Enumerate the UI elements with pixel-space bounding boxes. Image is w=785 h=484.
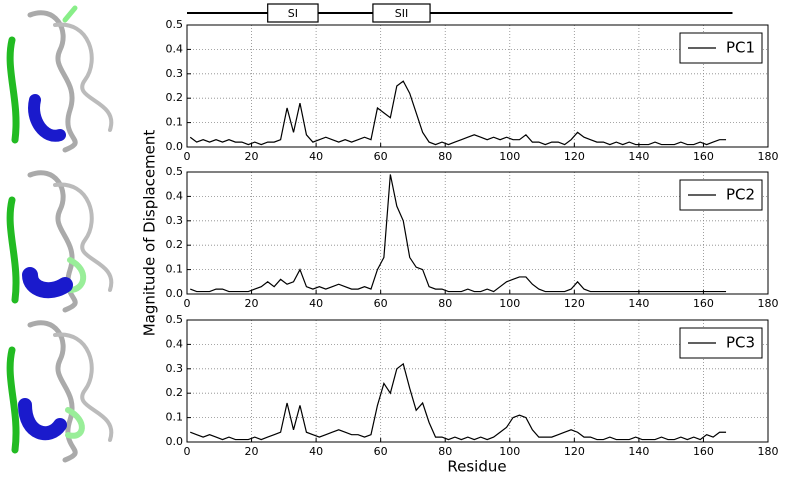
legend-label: PC1 — [726, 39, 755, 57]
data-line — [189, 80, 727, 146]
panel: 0.0 0.1 0.2 0.3 0.4 0.5 0 20 40 60 80 100 120 140 160 1… — [166, 313, 779, 458]
y-tick-label: 0.3 — [166, 362, 184, 375]
y-tick-label: 0.1 — [166, 411, 184, 424]
data-line — [190, 362, 727, 441]
y-tick-label: 0.3 — [166, 214, 184, 227]
y-tick-label: 0.4 — [166, 189, 184, 202]
y-tick-label: 0.3 — [166, 67, 184, 80]
x-tick-label: 180 — [758, 445, 779, 458]
y-tick-label: 0.1 — [166, 116, 184, 129]
y-tick-label: 0.1 — [166, 263, 184, 276]
y-tick-label: 0.4 — [166, 337, 184, 350]
protein-pc2 — [6, 170, 114, 313]
plot-frame — [186, 319, 769, 443]
x-tick-label: 40 — [309, 445, 323, 458]
y-tick-label: 0.0 — [166, 435, 184, 448]
y-tick-label: 0.5 — [166, 18, 184, 31]
data-line — [190, 174, 727, 293]
y-tick-label: 0.0 — [166, 140, 184, 153]
x-tick-label: 120 — [564, 297, 585, 310]
x-axis-label: Residue — [447, 458, 506, 476]
x-tick-label: 60 — [374, 297, 388, 310]
protein-pc1 — [6, 5, 114, 153]
x-tick-label: 100 — [499, 445, 520, 458]
y-tick-label: 0.2 — [166, 91, 184, 104]
panel: 0.0 0.1 0.2 0.3 0.4 0.5 0 20 40 60 80 100 120 140 160 1… — [166, 18, 779, 163]
x-tick-label: 80 — [438, 297, 452, 310]
domain-box — [372, 3, 431, 23]
x-tick-label: 60 — [374, 445, 388, 458]
x-tick-label: 160 — [693, 445, 714, 458]
legend-label: PC3 — [726, 334, 755, 352]
x-tick-label: 20 — [245, 150, 259, 163]
x-tick-label: 100 — [499, 150, 520, 163]
x-tick-label: 180 — [758, 297, 779, 310]
x-tick-label: 40 — [309, 150, 323, 163]
y-tick-label: 0.5 — [166, 165, 184, 178]
x-tick-label: 180 — [758, 150, 779, 163]
x-tick-label: 0 — [184, 297, 191, 310]
plot-frame — [186, 24, 769, 148]
x-tick-label: 80 — [438, 150, 452, 163]
plot-frame — [186, 171, 769, 295]
y-tick-label: 0.0 — [166, 287, 184, 300]
x-tick-label: 80 — [438, 445, 452, 458]
y-tick-label: 0.2 — [166, 238, 184, 251]
legend-label: PC2 — [726, 186, 755, 204]
x-tick-label: 20 — [245, 445, 259, 458]
y-tick-label: 0.4 — [166, 42, 184, 55]
x-tick-label: 0 — [184, 445, 191, 458]
x-tick-label: 140 — [628, 150, 649, 163]
x-tick-label: 100 — [499, 297, 520, 310]
x-tick-label: 120 — [564, 445, 585, 458]
domain-box — [267, 3, 319, 23]
x-tick-label: 60 — [374, 150, 388, 163]
protein-pc3 — [6, 320, 114, 463]
panel: 0.0 0.1 0.2 0.3 0.4 0.5 0 20 40 60 80 100 120 140 160 1… — [166, 165, 779, 310]
x-tick-label: 20 — [245, 297, 259, 310]
x-tick-label: 40 — [309, 297, 323, 310]
x-tick-label: 160 — [693, 150, 714, 163]
domain-label: SI — [288, 7, 298, 20]
y-tick-label: 0.2 — [166, 386, 184, 399]
y-axis-label: Magnitude of Displacement — [141, 130, 159, 337]
x-tick-label: 140 — [628, 297, 649, 310]
x-tick-label: 140 — [628, 445, 649, 458]
x-tick-label: 120 — [564, 150, 585, 163]
x-tick-label: 160 — [693, 297, 714, 310]
x-tick-label: 0 — [184, 150, 191, 163]
domain-label: SII — [395, 7, 408, 20]
y-tick-label: 0.5 — [166, 313, 184, 326]
protein-structures — [6, 5, 114, 463]
